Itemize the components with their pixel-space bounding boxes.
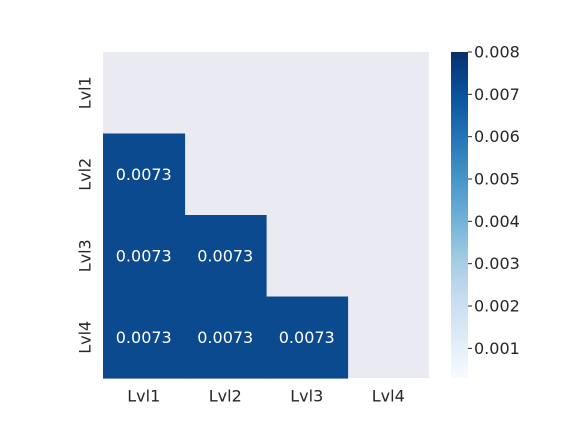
x-tick-label: Lvl4: [372, 387, 405, 406]
heatmap-cell: [266, 296, 349, 379]
colorbar: 0.001 0.002 0.003 0.004 0.005 0.006 0.007 0.008: [451, 43, 520, 378]
y-tick-label: Lvl4: [76, 321, 95, 354]
y-axis-tick-labels: Lvl1 Lvl2 Lvl3 Lvl4: [76, 76, 95, 354]
heatmap-cell: [103, 215, 186, 298]
colorbar-tick-label: 0.002: [474, 297, 520, 316]
heatmap-cell: [103, 133, 186, 216]
cell-value-label: 0.0073: [279, 328, 335, 347]
colorbar-tick-label: 0.003: [474, 254, 520, 273]
colorbar-tick-label: 0.005: [474, 170, 520, 189]
x-tick-label: Lvl2: [209, 387, 242, 406]
colorbar-gradient: [451, 52, 468, 378]
cell-value-label: 0.0073: [116, 328, 172, 347]
colorbar-tick-label: 0.006: [474, 127, 520, 146]
x-tick-label: Lvl3: [290, 387, 323, 406]
cell-value-label: 0.0073: [197, 246, 253, 265]
y-tick-label: Lvl2: [76, 158, 95, 191]
x-axis-tick-labels: Lvl1 Lvl2 Lvl3 Lvl4: [127, 387, 405, 406]
x-tick-label: Lvl1: [127, 387, 160, 406]
heatmap-cell: [184, 215, 267, 298]
colorbar-tick-label: 0.004: [474, 212, 520, 231]
heatmap-plot-area: 0.0073 0.0073 0.0073 0.0073 0.0073 0.0073: [103, 52, 429, 379]
cell-value-label: 0.0073: [116, 246, 172, 265]
heatmap-cell: [103, 296, 186, 379]
y-tick-label: Lvl3: [76, 239, 95, 272]
y-tick-label: Lvl1: [76, 76, 95, 109]
colorbar-tick-label: 0.008: [474, 43, 520, 62]
colorbar-tick-label: 0.007: [474, 85, 520, 104]
colorbar-tick-label: 0.001: [474, 339, 520, 358]
heatmap-cell: [184, 296, 267, 379]
cell-value-label: 0.0073: [116, 165, 172, 184]
cell-value-label: 0.0073: [197, 328, 253, 347]
